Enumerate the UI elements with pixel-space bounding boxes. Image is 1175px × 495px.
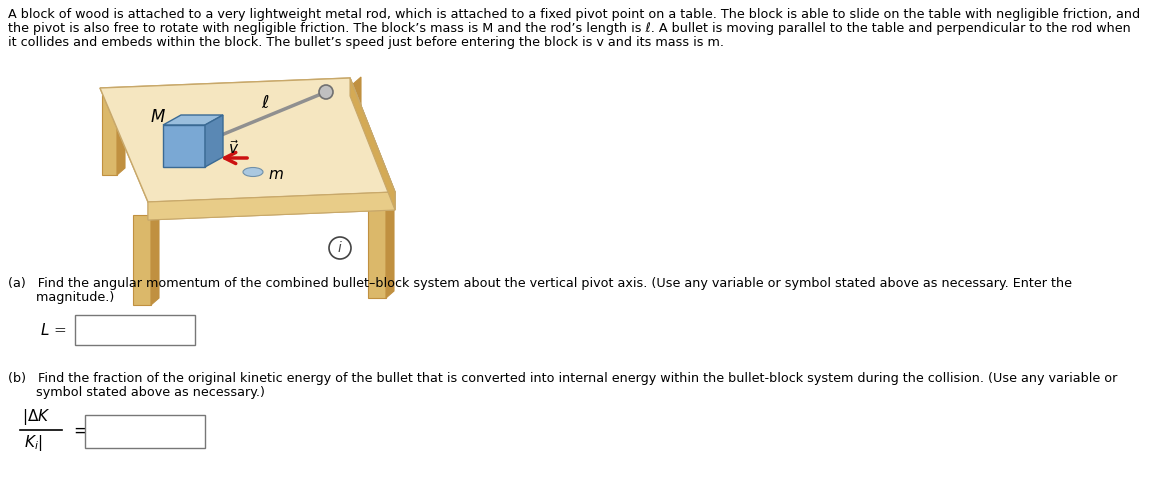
FancyBboxPatch shape (85, 415, 204, 448)
Polygon shape (352, 77, 361, 164)
Polygon shape (387, 201, 394, 298)
Polygon shape (152, 208, 159, 305)
Polygon shape (163, 125, 204, 167)
Text: $\ell$: $\ell$ (261, 94, 269, 112)
Text: the pivot is also free to rotate with negligible friction. The block’s mass is M: the pivot is also free to rotate with ne… (8, 22, 1130, 35)
Circle shape (318, 85, 333, 99)
Text: A block of wood is attached to a very lightweight metal rod, which is attached t: A block of wood is attached to a very li… (8, 8, 1140, 21)
Polygon shape (350, 78, 395, 210)
Text: $L$ =: $L$ = (40, 322, 67, 338)
Text: (b)   Find the fraction of the original kinetic energy of the bullet that is con: (b) Find the fraction of the original ki… (8, 372, 1117, 385)
Polygon shape (100, 78, 395, 202)
Polygon shape (350, 78, 395, 210)
Polygon shape (133, 215, 152, 305)
Text: (a)   Find the angular momentum of the combined bullet–block system about the ve: (a) Find the angular momentum of the com… (8, 277, 1072, 290)
Polygon shape (148, 192, 395, 220)
Polygon shape (163, 115, 223, 125)
Polygon shape (338, 84, 352, 164)
Text: $M$: $M$ (150, 108, 166, 126)
Polygon shape (368, 208, 387, 298)
Text: symbol stated above as necessary.): symbol stated above as necessary.) (8, 386, 264, 399)
FancyBboxPatch shape (75, 315, 195, 345)
Text: $i$: $i$ (337, 241, 343, 255)
Text: $|\Delta K$: $|\Delta K$ (22, 407, 51, 427)
Circle shape (329, 237, 351, 259)
Polygon shape (204, 115, 223, 167)
Polygon shape (118, 88, 125, 175)
Polygon shape (102, 95, 118, 175)
Text: it collides and embeds within the block. The bullet’s speed just before entering: it collides and embeds within the block.… (8, 36, 724, 49)
Ellipse shape (243, 167, 263, 177)
Text: $m$: $m$ (268, 168, 284, 182)
Polygon shape (100, 78, 395, 202)
Text: magnitude.): magnitude.) (8, 291, 114, 304)
Text: $=$: $=$ (70, 422, 87, 439)
Text: $\vec{v}$: $\vec{v}$ (228, 139, 240, 157)
Text: $K_i|$: $K_i|$ (24, 433, 42, 453)
Polygon shape (148, 192, 395, 220)
